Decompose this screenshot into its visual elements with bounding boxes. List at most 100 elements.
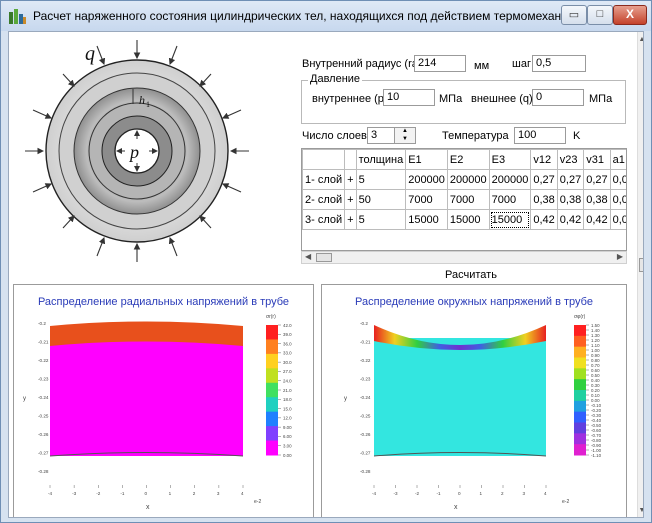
column-header: E2 bbox=[446, 149, 490, 170]
colorbar-label: 18.0 bbox=[283, 397, 292, 402]
table-hscrollbar[interactable]: ◀ ▶ bbox=[301, 251, 627, 264]
close-button[interactable]: X bbox=[613, 5, 647, 25]
x-tick-label: -1 bbox=[437, 491, 442, 496]
table-cell[interactable]: 15000 bbox=[446, 209, 490, 230]
step-input[interactable]: 0,5 bbox=[532, 55, 586, 72]
scroll-down-icon[interactable]: ▼ bbox=[638, 507, 643, 514]
table-cell[interactable]: 200000 bbox=[405, 169, 448, 190]
row-header[interactable]: 3- слой bbox=[302, 209, 346, 230]
colorbar-label: 1.30 bbox=[591, 333, 600, 338]
x-tick-label: -3 bbox=[394, 491, 399, 496]
expand-row-button[interactable]: + bbox=[344, 169, 357, 190]
colorbar-label: -0.40 bbox=[591, 418, 602, 423]
scroll-thumb[interactable] bbox=[316, 253, 332, 262]
table-cell[interactable]: 5 bbox=[355, 209, 407, 230]
colorbar-label: -0.90 bbox=[591, 443, 602, 448]
table-cell[interactable]: 0,38 bbox=[530, 189, 558, 210]
colorbar-label: -1.10 bbox=[591, 453, 602, 458]
temperature-label: Температура bbox=[442, 130, 509, 142]
x-axis-scale: e-2 bbox=[562, 499, 569, 505]
scroll-left-icon[interactable]: ◀ bbox=[305, 252, 312, 261]
calculate-button[interactable]: Расчитать bbox=[445, 269, 497, 281]
colorbar-label: 30.0 bbox=[283, 360, 292, 365]
layers-count-input[interactable]: 3 bbox=[367, 127, 395, 144]
window-vscrollbar[interactable]: ▲ ▼ bbox=[637, 32, 643, 517]
y-tick-label: -0.28 bbox=[38, 469, 49, 474]
table-cell[interactable]: 0,27 bbox=[583, 169, 611, 190]
x-tick-label: 4 bbox=[241, 491, 244, 496]
outer-pressure-label: внешнее (q) bbox=[471, 93, 533, 105]
colorbar-title: σr(r) bbox=[266, 314, 276, 320]
minimize-icon: ▭ bbox=[568, 9, 580, 21]
row-header[interactable]: 2- слой bbox=[302, 189, 346, 210]
table-cell[interactable]: 0,27 bbox=[556, 169, 585, 190]
colorbar-label: 0.00 bbox=[283, 453, 292, 458]
inner-pressure-label: внутреннее (p) bbox=[312, 93, 388, 105]
colorbar-label: 1.10 bbox=[591, 343, 600, 348]
y-axis-ticks: -0.2 -0.21 -0.22 -0.23 -0.24 -0.25 -0.26 -0.27 -… bbox=[38, 321, 49, 474]
y-tick-label: -0.28 bbox=[360, 469, 371, 474]
app-icon bbox=[9, 9, 26, 24]
colorbar-label: 0.30 bbox=[591, 383, 600, 388]
table-cell[interactable]: 0,0 bbox=[609, 189, 626, 210]
maximize-button[interactable]: □ bbox=[587, 5, 613, 25]
colorbar: 1.501.401.301.201.101.000.900.800.700.60… bbox=[574, 323, 602, 458]
colorbar-swatch bbox=[266, 368, 278, 384]
x-tick-label: -2 bbox=[415, 491, 420, 496]
expand-row-button[interactable]: + bbox=[344, 189, 357, 210]
table-cell[interactable]: 7000 bbox=[488, 189, 532, 210]
scroll-thumb[interactable] bbox=[639, 258, 643, 272]
expand-row-button[interactable]: + bbox=[344, 209, 357, 230]
scroll-right-icon[interactable]: ▶ bbox=[616, 252, 623, 261]
row-header[interactable]: 1- слой bbox=[302, 169, 346, 190]
x-tick-label: 1 bbox=[480, 491, 483, 496]
colorbar-label: 0.60 bbox=[591, 368, 600, 373]
table-cell[interactable]: 7000 bbox=[446, 189, 490, 210]
colorbar-label: 15.0 bbox=[283, 406, 292, 411]
inner-radius-input[interactable]: 214 bbox=[414, 55, 466, 72]
column-header: a1 bbox=[609, 149, 626, 170]
colorbar-swatch bbox=[574, 357, 586, 369]
y-axis-ticks: -0.2 -0.21 -0.22 -0.23 -0.24 -0.25 -0.26 -0.27 -… bbox=[360, 321, 371, 474]
y-tick-label: -0.26 bbox=[38, 432, 49, 437]
stress-band bbox=[50, 321, 243, 346]
table-cell[interactable]: 0,42 bbox=[583, 209, 611, 230]
table-cell[interactable]: 0,38 bbox=[583, 189, 611, 210]
table-cell[interactable]: 5 bbox=[355, 169, 407, 190]
table-cell[interactable]: 200000 bbox=[488, 169, 532, 190]
colorbar-swatch bbox=[266, 440, 278, 456]
table-cell[interactable]: 50 bbox=[355, 189, 407, 210]
table-cell[interactable]: 15000 bbox=[405, 209, 448, 230]
table-cell[interactable]: 0,27 bbox=[530, 169, 558, 190]
scroll-up-icon[interactable]: ▲ bbox=[638, 36, 643, 43]
table-cell[interactable]: 0,0 bbox=[609, 209, 626, 230]
layers-count-spinner[interactable]: ▲ ▼ bbox=[394, 127, 416, 144]
colorbar-label: -0.20 bbox=[591, 408, 602, 413]
colorbar-swatch bbox=[266, 397, 278, 413]
table-cell[interactable]: 0,42 bbox=[556, 209, 585, 230]
colorbar-label: 0.40 bbox=[591, 378, 600, 383]
table-cell-selected[interactable]: 15000 bbox=[488, 209, 532, 230]
colorbar-label: 3.00 bbox=[283, 444, 292, 449]
spin-up-icon[interactable]: ▲ bbox=[402, 128, 408, 134]
y-tick-label: -0.21 bbox=[360, 340, 371, 345]
colorbar-swatch bbox=[574, 379, 586, 391]
colorbar-label: 9.00 bbox=[283, 425, 292, 430]
x-tick-label: -3 bbox=[72, 491, 77, 496]
table-cell[interactable]: 0,42 bbox=[530, 209, 558, 230]
table-cell[interactable]: 7000 bbox=[405, 189, 448, 210]
title-bar[interactable]: Расчет наряженного состояния цилиндричес… bbox=[1, 1, 651, 31]
inner-pressure-input[interactable]: 10 bbox=[383, 89, 435, 106]
layers-count-label: Число слоев: bbox=[302, 130, 370, 142]
outer-pressure-input[interactable]: 0 bbox=[532, 89, 584, 106]
table-cell[interactable]: 0,38 bbox=[556, 189, 585, 210]
colorbar-label: 1.40 bbox=[591, 328, 600, 333]
temperature-input[interactable]: 100 bbox=[514, 127, 566, 144]
x-tick-label: 0 bbox=[145, 491, 148, 496]
table-cell[interactable]: 0,0 bbox=[609, 169, 626, 190]
plot-title: Распределение окружных напряжений в труб… bbox=[355, 296, 593, 308]
table-cell[interactable]: 200000 bbox=[446, 169, 490, 190]
spin-down-icon[interactable]: ▼ bbox=[402, 136, 408, 142]
minimize-button[interactable]: ▭ bbox=[561, 5, 587, 25]
